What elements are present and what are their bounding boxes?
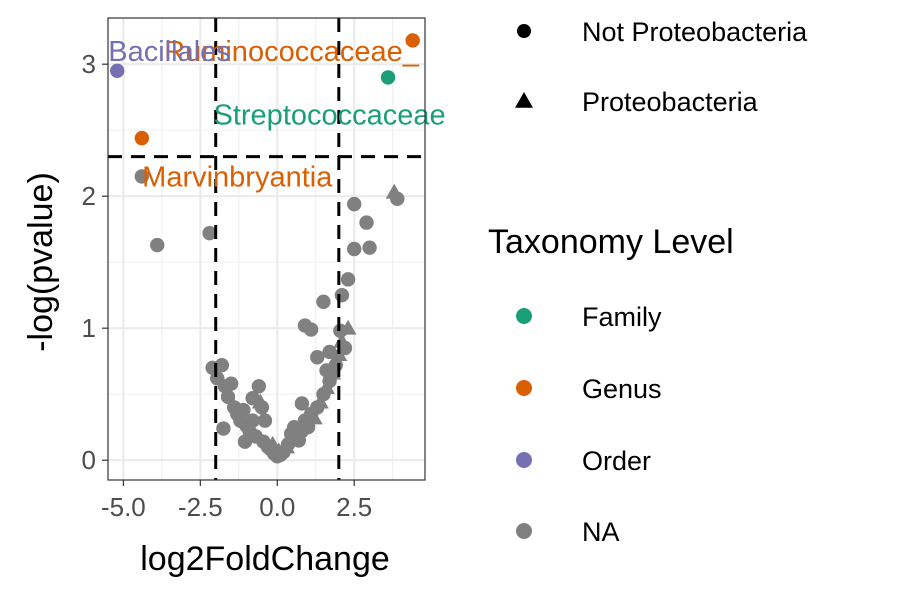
data-point-na — [337, 340, 353, 356]
point-annotation: Marvinbryantia — [142, 161, 333, 193]
data-point-na — [311, 393, 329, 409]
data-point-na — [294, 396, 310, 411]
legend-key-na — [516, 523, 532, 539]
data-point-na — [257, 413, 273, 428]
panel-border — [107, 17, 426, 481]
color-legend-label: Order — [582, 446, 651, 476]
y-axis-label: -log(pvalue) — [22, 172, 60, 352]
data-points — [110, 33, 420, 464]
legend-key-order — [516, 452, 532, 468]
data-point-na — [340, 272, 356, 287]
data-point-na — [347, 196, 362, 212]
color-legend-label: Genus — [582, 374, 662, 404]
shape-legend: Not Proteobacteria Proteobacteria — [515, 17, 808, 117]
y-tick-label: 0 — [82, 445, 96, 475]
data-point-na — [214, 357, 230, 373]
data-point-na — [223, 376, 239, 391]
data-point-na — [319, 363, 334, 378]
y-tick-label: 2 — [82, 181, 96, 211]
legend-key-circle — [517, 24, 531, 38]
legend-key-triangle — [515, 92, 533, 108]
data-point-na — [390, 191, 405, 207]
x-tick-label: -5.0 — [101, 492, 146, 522]
x-tick-label: -2.5 — [178, 492, 223, 522]
data-point-na — [202, 225, 217, 241]
data-point-na — [362, 240, 377, 255]
x-tick-label: 2.5 — [336, 492, 372, 522]
data-point-na — [245, 413, 260, 428]
plot-panel: Ruminococcaceae_Bacillales Streptococcace… — [107, 17, 446, 481]
data-point-na — [251, 379, 267, 394]
data-point-na — [254, 400, 270, 415]
data-point-na — [220, 389, 236, 405]
data-point-na — [236, 402, 251, 418]
minor-gridlines — [108, 18, 425, 480]
data-point-order — [110, 63, 125, 78]
data-point-na — [347, 241, 362, 257]
point-annotation: Ruminococcaceae_ — [164, 36, 420, 68]
data-point-na — [334, 288, 350, 303]
data-point-na — [297, 318, 313, 333]
color-legend: Taxonomy Level Family Genus Order NA — [488, 223, 734, 547]
shape-legend-label: Not Proteobacteria — [582, 17, 808, 47]
y-tick-label: 3 — [82, 49, 96, 79]
data-point-na — [316, 294, 331, 309]
point-annotations: Ruminococcaceae_Bacillales Streptococcace… — [108, 36, 445, 193]
legend-key-genus — [516, 380, 532, 396]
shape-legend-label: Proteobacteria — [582, 87, 759, 117]
data-point-na — [322, 344, 337, 360]
color-legend-title: Taxonomy Level — [488, 223, 734, 261]
data-point-genus — [405, 33, 420, 48]
data-point-na — [150, 237, 165, 253]
point-annotation: Bacillales — [108, 36, 231, 68]
y-tick-label: 1 — [82, 313, 96, 343]
data-point-family — [380, 70, 396, 85]
x-axis: -5.0 -2.5 0.0 2.5 — [101, 480, 372, 522]
point-annotation: Streptococcaceae — [214, 99, 446, 131]
data-point-na — [134, 169, 150, 184]
data-point-na — [245, 390, 260, 406]
data-point-na — [237, 434, 253, 449]
data-point-na — [305, 409, 323, 425]
data-point-na — [216, 421, 231, 436]
data-point-genus — [134, 130, 150, 146]
y-axis: 0 1 2 3 — [82, 49, 108, 475]
color-legend-label: NA — [582, 517, 620, 547]
data-point-na — [310, 350, 325, 365]
legend-key-family — [516, 308, 532, 324]
data-point-na — [359, 215, 374, 230]
reference-lines — [108, 18, 425, 480]
data-point-na — [333, 323, 348, 339]
x-tick-label: 0.0 — [259, 492, 295, 522]
color-legend-label: Family — [582, 302, 662, 332]
x-axis-label: log2FoldChange — [140, 540, 390, 578]
